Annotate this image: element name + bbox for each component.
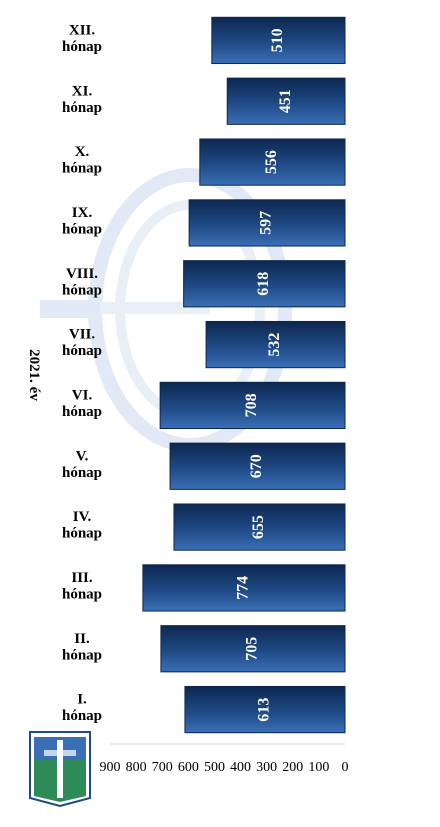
plot-area: 0 100 200 300 400 500 600 700 800 900 613 705 774 65… [26,16,349,775]
y-tick-label: 300 [256,760,277,775]
category-label: I. hónap [62,692,102,725]
bar [173,503,346,551]
y-tick-label: 400 [230,760,251,775]
category-label: XII. hónap [62,22,102,55]
bar-value-label: 451 [277,89,294,113]
y-tick-label: 200 [282,760,303,775]
y-tick-label: 800 [126,760,147,775]
category-label: V. hónap [62,448,102,481]
bar-value-label: 532 [266,333,283,357]
category-label: XI. hónap [62,83,102,116]
bars [142,16,346,734]
y-axis: 0 100 200 300 400 500 600 700 800 900 [100,743,349,775]
bar [142,564,346,612]
bar-value-labels: 613 705 774 655 670 708 532 618 597 556 451 510 [235,28,294,721]
bar-value-label: 510 [269,28,286,52]
category-label: VIII. hónap [62,266,102,299]
category-label: IV. hónap [62,509,102,542]
bar [169,442,346,490]
bar [199,138,346,186]
club-logo [29,731,91,808]
category-label: VII. hónap [62,327,102,360]
bar [183,260,346,308]
bar [211,16,346,65]
bar [159,381,346,430]
bar-value-label: 705 [244,637,261,661]
bar [205,320,346,369]
bar [188,199,346,247]
x-axis-category-labels: I. hónap II. hónap III. hónap IV. hónap V. hónap V… [62,22,102,724]
bar [160,625,346,673]
y-tick-label: 100 [308,760,329,775]
y-tick-label: 0 [342,760,349,775]
y-tick-label: 600 [178,760,199,775]
y-tick-label: 700 [152,760,173,775]
bar-value-label: 708 [243,393,260,417]
category-label: VI. hónap [62,387,102,420]
y-tick-label: 500 [204,760,225,775]
bar-value-label: 597 [258,211,275,235]
bar-value-label: 556 [263,150,280,174]
category-label: II. hónap [62,631,102,664]
bar-value-label: 618 [255,272,272,296]
category-label: III. hónap [62,570,102,603]
y-tick-label: 900 [100,760,121,775]
bar-value-label: 655 [250,515,267,539]
bar-value-label: 613 [256,698,273,722]
bar [184,685,346,734]
category-label: X. hónap [62,144,102,177]
bar-value-label: 670 [248,454,265,478]
bar-value-label: 774 [235,576,252,600]
bar [226,77,346,125]
category-label: IX. hónap [62,205,102,238]
chart-title: 2021. év [26,349,42,401]
